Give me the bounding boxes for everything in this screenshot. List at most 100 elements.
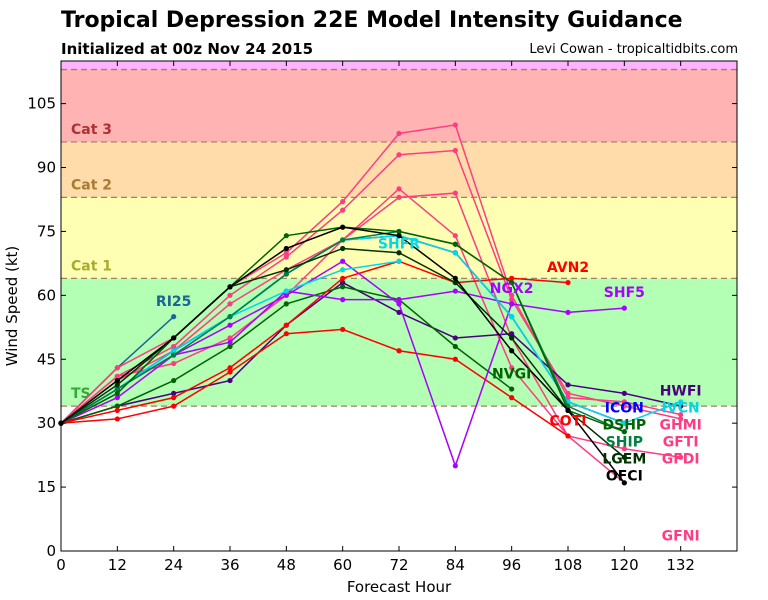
point-gfti [227,292,233,298]
point-shfr [396,258,402,264]
model-lines [58,122,684,486]
point-lgem [452,279,458,286]
point-ngx2 [227,322,233,328]
point-nvgi [283,301,289,307]
point-dshp [114,390,120,396]
point-ofci [509,348,515,354]
point-ghmi [114,365,120,371]
point-lgem [114,382,120,388]
point-shf5 [340,297,346,303]
point-coti [283,331,289,337]
point-coti [509,395,515,401]
point-gfti [171,343,177,350]
y-tick-label: 90 [37,159,56,177]
point-coti [114,416,120,422]
point-gfti [452,147,458,154]
series-line-gfti [60,149,681,424]
series-label-ofci: OFCI [606,469,643,485]
band-label: Cat 3 [71,122,112,138]
point-shf5 [509,301,515,307]
point-nvgi [227,343,233,350]
point-hwfi [340,279,346,286]
point-ngx2 [283,292,289,298]
series-label-ghmi: GHMI [659,417,701,433]
point-shf5 [396,297,402,303]
point-gfti [340,207,346,213]
point-hwfi [396,309,402,315]
point-avn2 [565,279,571,286]
x-tick-label: 36 [220,556,239,574]
point-hwfi [171,390,177,396]
point-ofci [452,275,458,281]
y-tick-label: 15 [37,478,56,496]
point-hwfi [509,331,515,337]
point-gfni [396,194,402,200]
point-dshp [283,233,289,239]
x-tick-label: 120 [610,556,639,574]
point-ivcn [509,314,515,320]
y-tick-label: 0 [46,542,56,560]
point-shfr [340,267,346,273]
point-gfdi [678,454,684,460]
point-lgem [283,267,289,273]
point-gfdi [509,365,515,371]
point-shf5 [227,339,233,345]
point-coti [227,369,233,375]
point-gfni [452,190,458,196]
point-coti [340,326,346,333]
x-tick-label: 0 [56,556,66,574]
point-ofci [283,245,289,252]
point-nvgi [452,343,458,350]
point-hwfi [452,335,458,341]
series-line-ivcn [60,234,681,424]
point-lgem [621,454,627,460]
point-ship [171,352,177,358]
point-gfdi [621,446,627,452]
point-ngx2 [340,258,346,264]
x-tick-label: 60 [333,556,352,574]
series-label-ngx2: NGX2 [490,281,534,297]
point-gfti [283,254,289,260]
point-dshp [452,241,458,247]
x-tick-label: 132 [666,556,695,574]
x-tick-label: 24 [164,556,183,574]
point-gfti [678,416,684,422]
point-ngx2 [114,395,120,401]
chart-title: Tropical Depression 22E Model Intensity … [61,8,683,33]
point-ship [283,271,289,277]
series-label-coti: COTI [550,413,587,429]
series-label-hwfi: HWFI [660,383,702,399]
point-dshp [396,228,402,235]
series-label-lgem: LGEM [602,452,646,468]
series-label-ivcn: IVCN [662,400,700,416]
series-line-avn2 [60,260,569,424]
point-ivcn [678,399,684,405]
y-tick-label: 75 [37,222,56,240]
x-tick-label: 108 [554,556,583,574]
band-label: TS [71,386,91,402]
series-line-hwfi [60,281,681,424]
point-nvgi [114,403,120,409]
point-dshp [621,429,627,435]
point-ivcn [452,250,458,256]
band-label: Cat 1 [71,258,112,274]
point-gfti [509,297,515,303]
chart-credit: Levi Cowan - tropicaltidbits.com [529,42,738,57]
series-label-shf5: SHF5 [604,285,645,301]
point-ofci [565,407,571,413]
point-ofci [340,224,346,230]
point-hwfi [565,382,571,388]
point-gfni [227,335,233,341]
point-ghmi [452,122,458,128]
point-ofci [621,480,627,486]
point-ivcn [171,348,177,354]
point-gfdi [396,186,402,192]
point-ghmi [340,199,346,205]
point-lgem [396,250,402,256]
point-shf5 [452,288,458,294]
point-shfr [283,288,289,294]
point-avn2 [509,275,515,281]
point-lgem [340,245,346,252]
